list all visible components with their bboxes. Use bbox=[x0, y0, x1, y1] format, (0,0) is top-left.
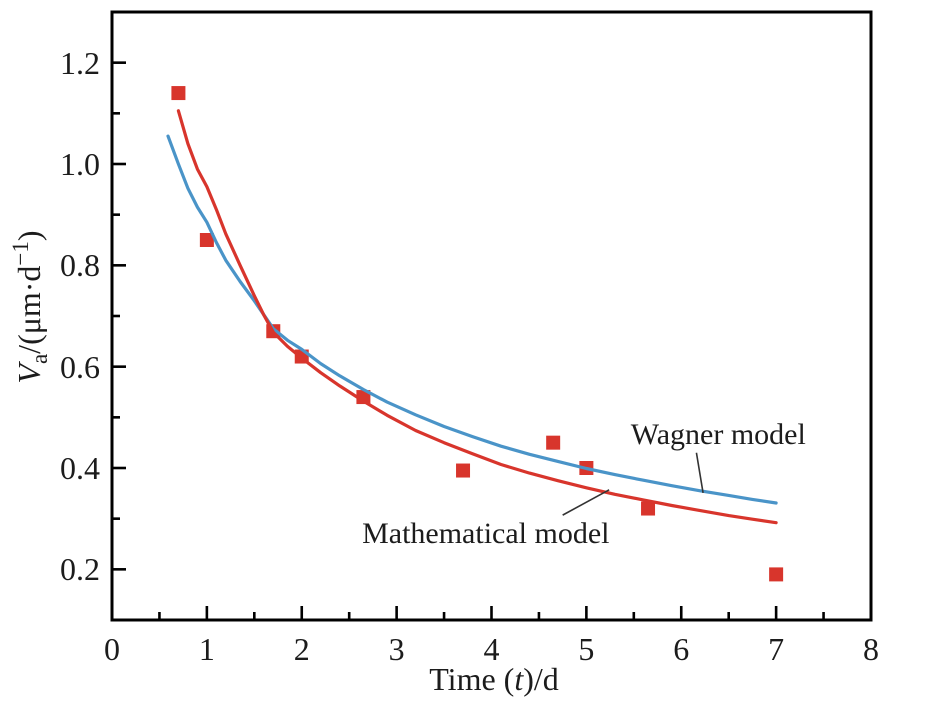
mathematical-model-curve bbox=[176, 109, 778, 525]
annotation-wagner-model-label: Wagner model bbox=[631, 418, 806, 451]
wagner-model-curve bbox=[166, 134, 778, 505]
y-tick-label: 0.4 bbox=[60, 450, 100, 486]
plot-frame bbox=[110, 10, 873, 622]
data-point bbox=[546, 435, 561, 450]
data-point bbox=[769, 567, 784, 582]
data-point bbox=[641, 501, 656, 516]
x-tick-labels: 0 1 2 3 4 5 6 7 8 bbox=[104, 631, 879, 667]
model-curves bbox=[166, 109, 778, 525]
data-point-markers bbox=[171, 86, 784, 582]
x-tick-label: 3 bbox=[389, 631, 405, 667]
x-tick-label: 5 bbox=[578, 631, 594, 667]
data-point bbox=[456, 463, 471, 478]
y-tick-label: 0.2 bbox=[60, 551, 100, 587]
x-tick-label: 1 bbox=[199, 631, 215, 667]
x-tick-label: 4 bbox=[484, 631, 500, 667]
annotation-mathematical-model-label: Mathematical model bbox=[362, 517, 609, 550]
data-point bbox=[171, 86, 186, 101]
leader-line bbox=[695, 452, 704, 493]
y-axis-title: Va/(μm·d−1) bbox=[8, 230, 52, 383]
x-tick-label: 8 bbox=[863, 631, 879, 667]
data-point bbox=[199, 233, 214, 247]
y-tick-label: 1.0 bbox=[60, 146, 100, 182]
x-tick-label: 0 bbox=[104, 631, 120, 667]
y-tick-label: 0.8 bbox=[60, 247, 100, 283]
y-tick-labels: 0.2 0.4 0.6 0.8 1.0 1.2 bbox=[60, 45, 100, 587]
x-axis-title: Time (t)/d bbox=[429, 661, 559, 697]
y-tick-label: 0.6 bbox=[60, 349, 100, 385]
x-tick-label: 6 bbox=[673, 631, 689, 667]
annotation-leader-lines bbox=[562, 452, 704, 516]
leader-line bbox=[562, 489, 610, 516]
x-tick-label: 2 bbox=[294, 631, 310, 667]
x-tick-label: 7 bbox=[768, 631, 784, 667]
y-tick-label: 1.2 bbox=[60, 45, 100, 81]
